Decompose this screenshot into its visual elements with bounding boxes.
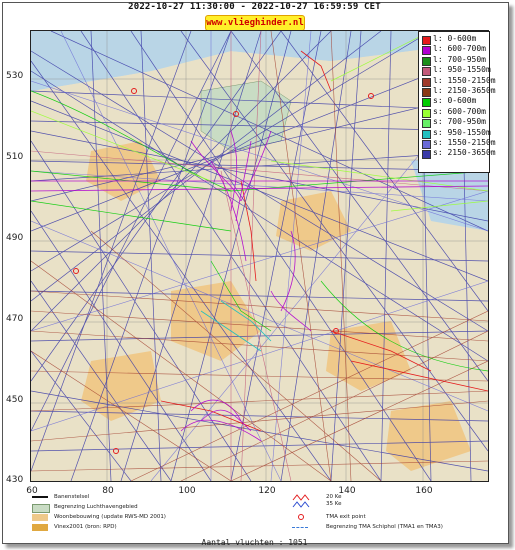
legend-item: s: 1550-2150m [419,138,496,149]
legend-label: l: 0-600m [433,34,477,43]
legend-item: l: 2150-3650m [419,86,496,97]
y-tick-530: 530 [6,71,24,81]
legend-swatch [422,98,431,108]
legend-swatch [422,77,431,87]
legend-item: s: 2150-3650m [419,148,496,160]
legend-label: s: 0-600m [433,96,477,106]
altitude-legend: l: 0-600m l: 600-700m l: 700-950m l: 950… [418,31,496,173]
vinex-label: Vinex2001 (bron: RPD) [54,524,117,530]
legend-label: s: 950-1550m [433,127,491,137]
legend-swatch [422,46,431,56]
vinex-swatch [32,524,48,531]
y-tick-470: 470 [6,314,24,324]
legend-item: l: 950-1550m [419,65,491,77]
tracks-purple-cluster [31,130,488,442]
residential-label: Woonbebouwing (update RWS-MD 2001) [54,514,166,520]
map-canvas [31,31,488,481]
y-tick-510: 510 [6,152,24,162]
legend-label: l: 950-1550m [433,65,491,75]
runway-label: Banenstelsel [54,494,90,500]
ke35-label: 35 Ke [326,501,342,507]
legend-swatch [422,150,431,160]
brand-link[interactable]: www.vlieghinder.nl [205,15,305,31]
legend-label: l: 700-950m [433,54,486,64]
legend-label: s: 2150-3650m [433,148,496,158]
y-tick-430: 430 [6,475,24,485]
legend-item: l: 0-600m [419,34,489,45]
tma-exit-points [73,88,374,454]
legend-item: s: 700-950m [419,117,489,129]
legend-item: s: 600-700m [419,106,489,118]
legend-label: s: 600-700m [433,106,486,116]
tma-exit-icon [298,514,304,520]
legend-label: l: 600-700m [433,44,486,54]
y-tick-450: 450 [6,395,24,405]
flight-track-map[interactable] [30,30,489,482]
legend-label: l: 1550-2150m [433,75,496,85]
tracks-green [31,90,488,372]
ke20-label: 20 Ke [326,494,342,500]
legend-item: s: 0-600m [419,96,489,108]
flight-count: Aantal vluchten : 1051 [201,538,308,547]
airport-boundary-label: Begrenzing Luchthavengebied [54,504,138,510]
x-tick-160: 160 [415,486,433,496]
legend-item: l: 700-950m [419,54,489,66]
legend-swatch [422,119,431,129]
legend-label: s: 700-950m [433,117,486,127]
x-tick-120: 120 [258,486,276,496]
ke-contour-icon [292,494,310,508]
tma-boundary-label: Begrenzing TMA Schiphol (TMA1 en TMA3) [326,524,443,530]
legend-item: l: 600-700m [419,44,489,56]
legend-swatch [422,36,431,45]
airport-boundary-swatch [32,504,50,513]
legend-label: s: 1550-2150m [433,137,496,147]
residential-swatch [32,514,48,521]
legend-swatch [422,108,431,118]
x-tick-140: 140 [338,486,356,496]
tracks-cyan [200,300,272,352]
x-tick-100: 100 [178,486,196,496]
runway-swatch [32,496,48,498]
legend-swatch [422,56,431,66]
x-tick-80: 80 [102,486,114,496]
legend-swatch [422,139,431,149]
legend-item: l: 1550-2150m [419,76,496,87]
tma-boundary-icon [292,527,308,528]
legend-swatch [422,87,431,97]
tma-exit-label: TMA exit point [326,514,366,520]
x-tick-60: 60 [26,486,38,496]
legend-swatch [422,67,431,77]
map-symbol-legend: Banenstelsel Begrenzing Luchthavengebied… [30,494,487,534]
time-range-title: 2022-10-27 11:30:00 - 2022-10-27 16:59:5… [128,2,381,12]
legend-label: l: 2150-3650m [433,85,496,95]
y-tick-490: 490 [6,233,24,243]
tracks-brown [31,31,488,481]
legend-swatch [422,129,431,139]
legend-item: s: 950-1550m [419,127,491,139]
